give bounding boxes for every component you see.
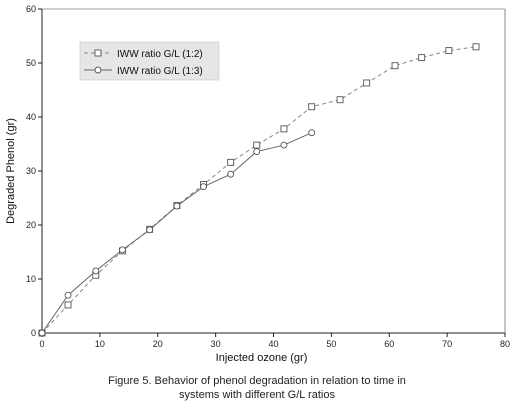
data-point-circle [173, 202, 181, 210]
data-point-circle [64, 291, 72, 299]
data-point-square [280, 125, 288, 133]
line-chart: 0 10 20 30 40 50 60 70 80 0 10 20 30 40 50 60 Injected… [5, 4, 510, 364]
legend-label-1-3: IWW ratio G/L (1:3) [117, 66, 203, 77]
data-point-square [445, 47, 453, 55]
data-point-square [418, 54, 426, 62]
data-point-square [227, 158, 235, 166]
y-tick-label: 60 [26, 4, 36, 14]
legend-square-marker [94, 49, 102, 57]
data-point-square [253, 141, 261, 149]
y-tick-label: 50 [26, 58, 36, 68]
data-point-circle [92, 267, 100, 275]
x-axis-ticks: 0 10 20 30 40 50 60 70 80 [39, 333, 510, 349]
caption-line-2: systems with different G/L ratios [179, 389, 335, 401]
series-1-2 [38, 43, 480, 337]
x-tick-label: 50 [326, 339, 336, 349]
x-tick-label: 10 [95, 339, 105, 349]
x-tick-label: 20 [153, 339, 163, 349]
figure-caption: Figure 5. Behavior of phenol degradation… [0, 374, 514, 402]
series-line [41, 132, 312, 334]
series-line [41, 46, 477, 334]
data-point-circle [253, 148, 261, 156]
data-point-circle [308, 129, 316, 137]
series-1-3 [38, 129, 316, 337]
data-point-square [308, 103, 316, 111]
data-point-circle [38, 329, 46, 337]
data-point-circle [280, 141, 288, 149]
x-axis-label: Injected ozone (gr) [216, 352, 308, 364]
data-point-square [363, 79, 371, 87]
y-tick-label: 40 [26, 112, 36, 122]
x-tick-label: 30 [211, 339, 221, 349]
y-axis-label: Degraded Phenol (gr) [5, 118, 17, 224]
legend: IWW ratio G/L (1:2) IWW ratio G/L (1:3) [79, 41, 220, 81]
data-point-circle [200, 183, 207, 191]
y-tick-label: 20 [26, 220, 36, 230]
data-point-circle [146, 226, 154, 234]
x-tick-label: 0 [39, 339, 44, 349]
y-tick-label: 10 [26, 274, 36, 284]
data-point-circle [227, 170, 235, 178]
legend-circle-marker [94, 66, 102, 74]
series-layer [38, 43, 480, 337]
legend-label-1-2: IWW ratio G/L (1:2) [117, 49, 203, 60]
y-axis-ticks: 0 10 20 30 40 50 60 [26, 4, 42, 338]
x-tick-label: 80 [500, 339, 510, 349]
data-point-square [391, 62, 399, 70]
y-tick-label: 30 [26, 166, 36, 176]
data-point-square [64, 301, 72, 309]
data-point-circle [118, 246, 126, 254]
legend-box [79, 41, 220, 81]
data-point-square [336, 96, 344, 104]
x-tick-label: 70 [442, 339, 452, 349]
x-tick-label: 40 [268, 339, 278, 349]
data-point-square [472, 43, 480, 51]
x-tick-label: 60 [384, 339, 394, 349]
y-tick-label: 0 [31, 328, 36, 338]
caption-line-1: Figure 5. Behavior of phenol degradation… [108, 375, 406, 387]
